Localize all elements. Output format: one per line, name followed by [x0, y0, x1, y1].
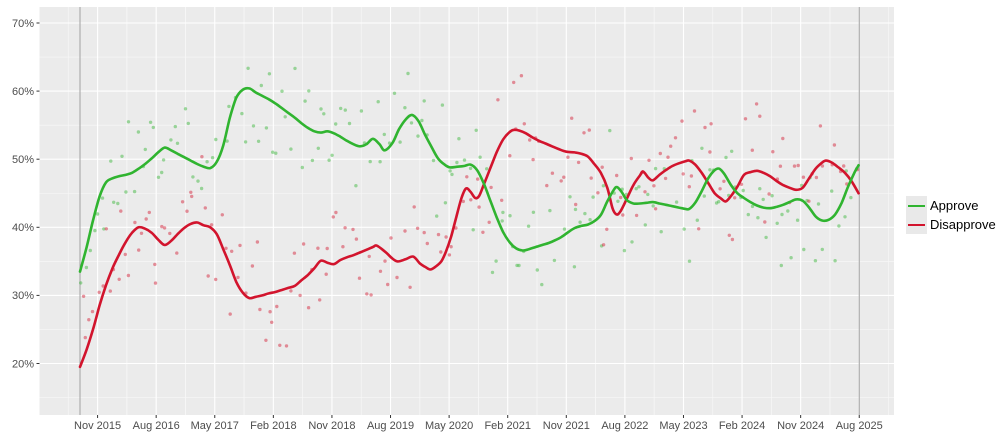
approve-legend-key [906, 196, 927, 215]
x-axis-tick-label: Nov 2018 [308, 420, 355, 432]
x-axis-tick-label: Feb 2021 [484, 420, 530, 432]
legend-item-disapprove: Disapprove [906, 215, 996, 234]
x-axis-tick-label: Nov 2024 [777, 420, 824, 432]
x-axis-tick-label: May 2020 [425, 420, 473, 432]
x-axis-labels: Nov 2015 Aug 2016 May 2017 Feb 2018 Nov 2018… [74, 420, 883, 432]
reference-vlines [79, 7, 860, 415]
x-axis-tick-label: Nov 2015 [74, 420, 121, 432]
x-axis-tick-label: May 2017 [191, 420, 239, 432]
disapprove-legend-label: Disapprove [930, 217, 996, 232]
y-axis-tick-label: 20% [12, 358, 34, 370]
disapprove-line-swatch [908, 223, 925, 226]
y-axis-tick-label: 70% [12, 18, 34, 30]
y-axis-tick-label: 50% [12, 154, 34, 166]
grid-major [39, 7, 894, 415]
x-axis-tick-label: Aug 2016 [133, 420, 180, 432]
x-axis-tick-label: May 2023 [659, 420, 707, 432]
y-axis-tick-label: 40% [12, 222, 34, 234]
x-axis-tick-label: Aug 2025 [836, 420, 883, 432]
approve-scatter-points [79, 66, 859, 287]
approve-legend-label: Approve [930, 198, 979, 213]
grid-minor [39, 7, 894, 415]
x-axis-tick-label: Feb 2024 [719, 420, 765, 432]
legend-item-approve: Approve [906, 196, 996, 215]
x-axis-tick-label: Aug 2022 [601, 420, 648, 432]
approve-line-swatch [908, 204, 925, 207]
disapprove-scatter-points [81, 74, 860, 348]
y-axis-tick-label: 30% [12, 290, 34, 302]
chart-panel [39, 7, 894, 415]
legend: Approve Disapprove [906, 196, 996, 234]
disapprove-legend-key [906, 215, 927, 234]
x-axis-tick-label: Feb 2018 [250, 420, 296, 432]
y-axis-labels: 70% 60% 50% 40% 30% 20% [12, 18, 34, 370]
x-axis-tick-label: Nov 2021 [543, 420, 590, 432]
disapprove-trend-line [78, 128, 860, 369]
y-axis-tick-label: 60% [12, 86, 34, 98]
x-axis-tick-label: Aug 2019 [367, 420, 414, 432]
approve-trend-line [78, 86, 860, 273]
axis-tick-marks [36, 22, 860, 418]
